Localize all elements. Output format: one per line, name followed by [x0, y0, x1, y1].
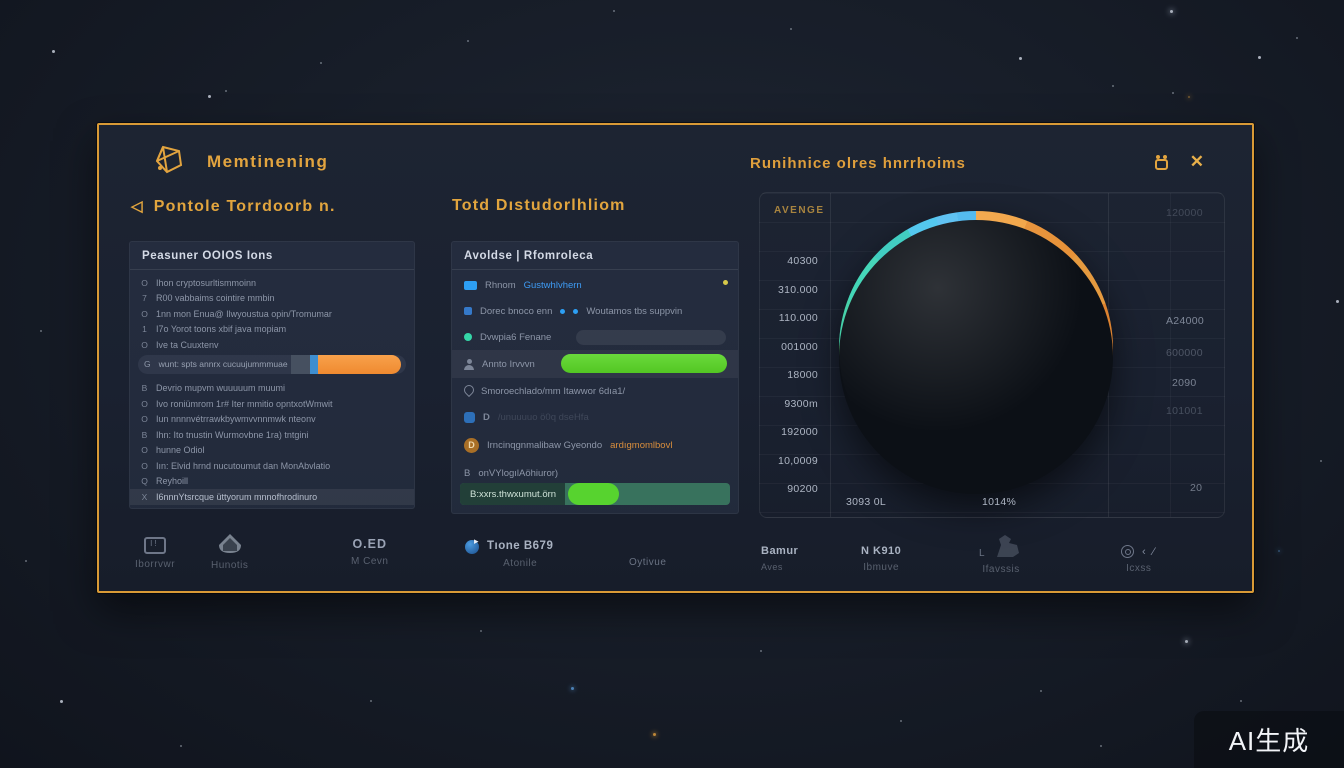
orange-progress-row[interactable]: G wunt: spts annrx cucuujummmuae	[138, 354, 406, 374]
user-icon[interactable]	[1154, 154, 1168, 170]
middle-row[interactable]: B onVYlogılAöhiuror)	[464, 467, 559, 479]
ai-watermark: AI生成	[1194, 711, 1344, 768]
right-tick: 120000	[1166, 207, 1203, 219]
horse-icon	[997, 535, 1020, 557]
orange-badge-icon: D	[464, 437, 479, 453]
x-tick: 1014%	[982, 496, 1017, 508]
list-item[interactable]: 1 I7o Yorot toons xbif java mopiam	[142, 324, 287, 335]
footer-item-window[interactable]: Iborrvwr	[135, 537, 175, 570]
bottom-progress-bar[interactable]: B:xxrs.thwxumut.örn	[460, 483, 730, 505]
globe-icon	[465, 536, 479, 554]
footer-item-oytivue[interactable]: Oytivue	[629, 557, 667, 568]
green-progress-bar	[560, 354, 727, 373]
teal-dot-icon	[464, 333, 472, 341]
y-tick: 110.000	[778, 312, 818, 324]
footer-item-k910[interactable]: N K910 Ibmuve	[861, 545, 902, 573]
left-list-panel: Peasuner OOIOS Ions O Ihon cryptosurltism…	[129, 241, 415, 509]
pin-icon	[464, 385, 473, 397]
grid-line	[830, 193, 831, 517]
y-tick: 10,0009	[777, 455, 818, 467]
y-tick: 310.000	[777, 284, 818, 296]
right-tick: 20	[1190, 482, 1203, 494]
y-tick: 90200	[787, 483, 818, 495]
progress-segment-orange	[317, 354, 401, 374]
list-item[interactable]: O Iın: Elvid hrnd nucutoumut dan MonAbvla…	[141, 460, 331, 471]
blue-dot-icon	[573, 308, 579, 314]
middle-row[interactable]: D /unuuuuo ö0q dseHfa	[452, 404, 738, 430]
chevron-slash-icons: ‹ ∕	[1142, 545, 1157, 558]
footer-item-oed[interactable]: O.ED M Cevn	[351, 537, 389, 567]
card-icon	[464, 280, 477, 290]
list-item-selected[interactable]: X I6nnnYtsrcque üttyorum mnnofhrodinuro	[130, 489, 414, 505]
right-tick: A24000	[1166, 315, 1205, 327]
back-arrow-icon[interactable]: ◁	[131, 198, 144, 215]
right-tick: 600000	[1166, 347, 1203, 359]
y-tick: 9300m	[784, 398, 818, 410]
left-section-title: ◁ Pontole Torrdoorb n.	[131, 198, 336, 215]
yellow-status-dot	[723, 280, 728, 285]
footer-item-bamur[interactable]: Bamur Aves	[761, 545, 799, 572]
left-panel-header: Peasuner OOIOS Ions	[130, 242, 414, 270]
footer-item-home[interactable]: Hunotis	[211, 533, 248, 571]
y-tick: 40300	[787, 255, 818, 267]
person-icon	[464, 358, 474, 370]
list-item[interactable]: O 1nn mon Enua@ Ilwyoustua opin/Tromumar	[141, 308, 332, 319]
progress-segment-grey	[290, 354, 310, 374]
list-item[interactable]: O Ihon cryptosurltismmoinn	[141, 277, 257, 288]
blue-link[interactable]: Gustwhlvhern	[523, 279, 582, 291]
list-item[interactable]: O Iun nnnnvétrrawkbywmvvnnmwk nteonv	[141, 414, 316, 425]
list-item[interactable]: O Ive ta Cuuxtenv	[141, 339, 219, 350]
middle-row[interactable]: Dvwpia6 Fenane	[452, 324, 738, 350]
app-title: Memtinening	[207, 152, 329, 171]
orange-link[interactable]: ardıgmomlbovl	[610, 439, 673, 451]
header-right-title: Runihnice olres hnrrhoims	[750, 155, 966, 172]
chart-corner-label: AVENGE	[774, 205, 825, 216]
footer-item-icxss[interactable]: ‹ ∕ Icxss	[1121, 545, 1157, 574]
blue-square-icon	[464, 307, 472, 315]
middle-row[interactable]: D Irncinqgnmalibaw Gyeondo ardıgmomlbovl	[452, 430, 738, 460]
home-icon	[218, 534, 241, 553]
y-tick: 001000	[781, 341, 818, 353]
grid-line	[1170, 193, 1171, 517]
footer-item-tione[interactable]: Tıone B679 Atonile	[465, 536, 553, 569]
list-item[interactable]: 7 R00 vabbaims cointire mmbin	[142, 293, 275, 304]
middle-row[interactable]: Dorec bnoco enn Woutamos tbs suppvin	[452, 298, 738, 324]
middle-row[interactable]: Smoroechlado/mm Itawwor 6dıa1/	[452, 378, 738, 404]
middle-panel-header: Avoldse | Rfomroleca	[452, 242, 738, 270]
empty-progress-bar	[576, 329, 726, 345]
coin-icon	[1121, 545, 1134, 558]
list-item[interactable]: O Ivo roniümrom 1r# Iter mmitio opntxotWm…	[141, 398, 333, 409]
green-blob-segment	[568, 483, 620, 505]
progress-segment-blue	[309, 354, 318, 374]
window-icon	[144, 537, 167, 554]
list-item[interactable]: B Devrio mupvm wuuuuum muumi	[141, 383, 286, 394]
list-item[interactable]: B Ihn: Ito tnustin Wurmovbne 1ra) tntgini	[141, 429, 309, 440]
middle-section-title: Totd Dıstudorlhliom	[452, 197, 626, 214]
close-icon[interactable]: ✕	[1189, 152, 1204, 171]
y-tick: 192000	[781, 426, 818, 438]
list-item[interactable]: Q Reyhoill	[141, 476, 189, 487]
main-window: Memtinening Runihnice olres hnrrhoims ✕ …	[97, 123, 1254, 593]
x-tick: 3093 0L	[846, 496, 887, 508]
chart-panel: AVENGE 40300 310.000 110.000 001000 1800…	[759, 192, 1225, 518]
middle-list-panel: Avoldse | Rfomroleca Rhnom Gustwhlvhern …	[451, 241, 739, 514]
blue-dot-icon	[560, 308, 566, 314]
right-tick: 101001	[1166, 405, 1203, 417]
bottom-bar-label: B:xxrs.thwxumut.örn	[460, 483, 566, 505]
footer-item-horse[interactable]: L Ifavssis	[979, 533, 1023, 575]
middle-row-highlighted[interactable]: Annto Irvvvn	[452, 350, 738, 378]
oed-icon: O.ED	[352, 537, 387, 551]
right-tick: 2090	[1172, 377, 1197, 389]
y-tick: 18000	[787, 369, 818, 381]
gem-logo-icon	[155, 145, 183, 174]
middle-row[interactable]: Rhnom Gustwhlvhern	[452, 272, 738, 298]
pie-chart[interactable]	[839, 211, 1113, 485]
blue-square-icon	[464, 411, 475, 423]
